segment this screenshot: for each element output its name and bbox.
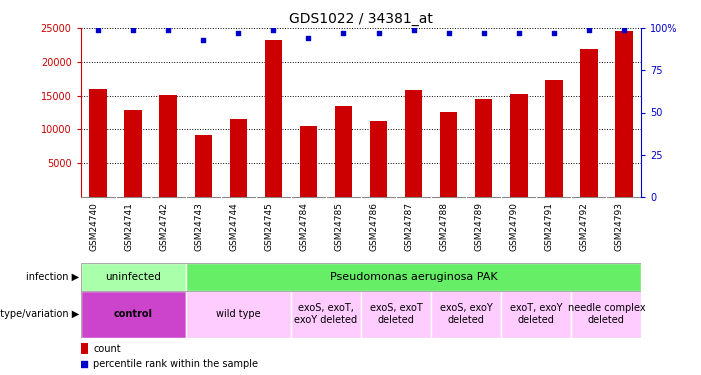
Text: GSM24789: GSM24789 xyxy=(475,202,484,251)
Bar xyxy=(370,121,387,197)
Bar xyxy=(186,262,641,291)
Point xyxy=(303,35,314,41)
Text: GSM24786: GSM24786 xyxy=(369,202,379,251)
Text: exoS, exoT,
exoY deleted: exoS, exoT, exoY deleted xyxy=(294,303,358,325)
Point xyxy=(373,30,384,36)
Bar xyxy=(300,126,317,197)
Text: GSM24792: GSM24792 xyxy=(580,202,589,251)
Point xyxy=(513,30,524,36)
Bar xyxy=(81,343,88,354)
Text: uninfected: uninfected xyxy=(105,272,161,282)
Text: percentile rank within the sample: percentile rank within the sample xyxy=(93,359,258,369)
Point xyxy=(478,30,489,36)
Text: wild type: wild type xyxy=(216,309,261,319)
Text: GSM24785: GSM24785 xyxy=(334,202,343,251)
Text: GSM24742: GSM24742 xyxy=(159,202,168,251)
Text: control: control xyxy=(114,309,153,319)
Bar xyxy=(475,99,492,197)
Text: GSM24787: GSM24787 xyxy=(404,202,414,251)
Point xyxy=(268,27,279,33)
Point xyxy=(618,27,629,33)
Text: GSM24788: GSM24788 xyxy=(440,202,449,251)
Bar xyxy=(431,291,501,338)
Bar xyxy=(90,89,107,197)
Bar xyxy=(545,80,562,197)
Point xyxy=(320,284,331,290)
Point xyxy=(128,27,139,33)
Title: GDS1022 / 34381_at: GDS1022 / 34381_at xyxy=(289,12,433,26)
Point xyxy=(198,37,209,43)
Bar xyxy=(361,291,431,338)
Bar xyxy=(501,291,571,338)
Point xyxy=(163,27,174,33)
Text: GSM24743: GSM24743 xyxy=(194,202,203,251)
Bar xyxy=(230,119,247,197)
Bar xyxy=(510,94,528,197)
Text: GSM24784: GSM24784 xyxy=(299,202,308,251)
Text: exoT, exoY
deleted: exoT, exoY deleted xyxy=(510,303,562,325)
Bar xyxy=(440,112,458,197)
Text: GSM24740: GSM24740 xyxy=(89,202,98,251)
Bar xyxy=(160,95,177,197)
Text: exoS, exoY
deleted: exoS, exoY deleted xyxy=(440,303,493,325)
Bar xyxy=(615,32,633,197)
Bar xyxy=(265,40,283,197)
Bar xyxy=(125,110,142,197)
Text: GSM24791: GSM24791 xyxy=(545,202,554,251)
Text: GSM24741: GSM24741 xyxy=(124,202,133,251)
Text: GSM24793: GSM24793 xyxy=(615,202,624,251)
Text: infection ▶: infection ▶ xyxy=(26,272,79,282)
Bar xyxy=(81,291,186,338)
Bar xyxy=(580,49,598,197)
Text: GSM24745: GSM24745 xyxy=(264,202,273,251)
Point xyxy=(233,30,244,36)
Bar xyxy=(81,262,186,291)
Bar xyxy=(335,106,353,197)
Point xyxy=(408,27,419,33)
Text: GSM24744: GSM24744 xyxy=(229,202,238,251)
Point xyxy=(93,27,104,33)
Text: needle complex
deleted: needle complex deleted xyxy=(568,303,645,325)
Bar xyxy=(571,291,641,338)
Text: Pseudomonas aeruginosa PAK: Pseudomonas aeruginosa PAK xyxy=(329,272,498,282)
Text: GSM24790: GSM24790 xyxy=(510,202,519,251)
Text: genotype/variation ▶: genotype/variation ▶ xyxy=(0,309,79,319)
Bar xyxy=(405,90,423,197)
Point xyxy=(443,30,454,36)
Bar xyxy=(186,291,291,338)
Bar xyxy=(291,291,361,338)
Point xyxy=(583,27,594,33)
Text: exoS, exoT
deleted: exoS, exoT deleted xyxy=(369,303,423,325)
Text: count: count xyxy=(93,344,121,354)
Point xyxy=(548,30,559,36)
Bar xyxy=(195,135,212,197)
Point xyxy=(338,30,349,36)
